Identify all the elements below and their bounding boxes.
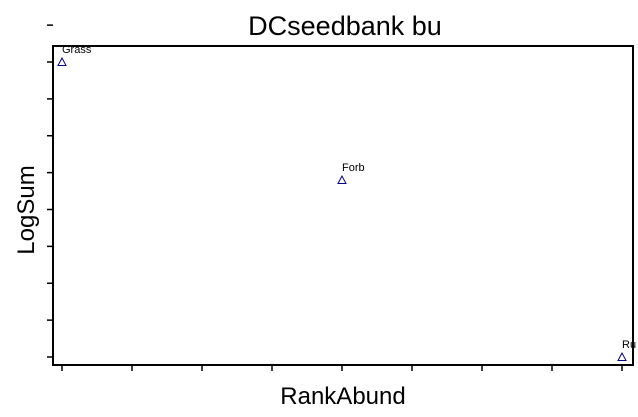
x-axis-label: RankAbund [280,383,405,410]
plot-frame [52,45,634,366]
point-marker [337,174,347,184]
x-axis-ticks [61,365,623,371]
y-axis-label: LogSum [13,165,40,254]
point-marker [57,56,67,66]
point-label: Forb [342,162,365,174]
point-label: Ru [622,339,636,351]
point-marker [617,351,627,361]
point-label: Grass [62,44,92,56]
chart-title: DCseedbank bu [248,11,442,41]
y-axis-ticks [47,24,53,358]
data-points: Grass Forb Ru [57,44,636,361]
